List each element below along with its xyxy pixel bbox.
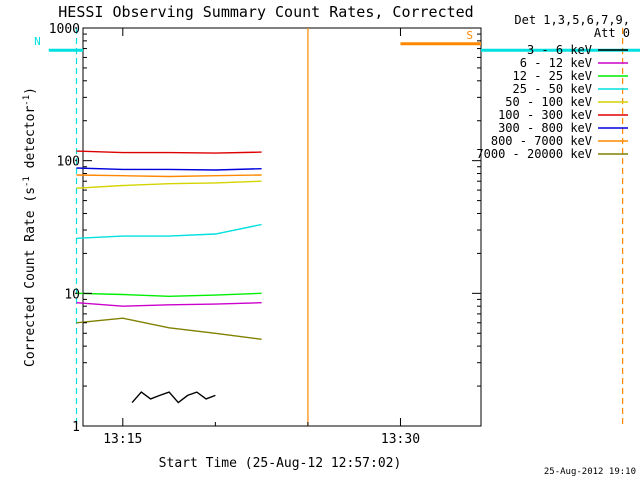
series-8-segment-0 xyxy=(76,317,262,340)
legend-entry-4: 50 - 100 keV xyxy=(505,95,592,109)
flag-label-1: S xyxy=(466,29,473,42)
x-tick-label-1: 13:15 xyxy=(103,432,142,447)
x-axis-label: Start Time (25-Aug-12 12:57:02) xyxy=(159,456,402,471)
y-axis-label: Corrected Count Rate (s-1 detector-1) xyxy=(22,87,38,367)
footer-timestamp: 25-Aug-2012 19:10 xyxy=(544,467,636,477)
legend-entry-7: 800 - 7000 keV xyxy=(491,134,592,148)
y-tick-label-0: 1 xyxy=(72,420,80,435)
series-2-segment-0 xyxy=(76,292,262,298)
legend-entry-5: 100 - 300 keV xyxy=(498,108,592,122)
chart-title: HESSI Observing Summary Count Rates, Cor… xyxy=(58,3,473,21)
vlines xyxy=(75,28,624,426)
series-3-segment-0 xyxy=(76,223,262,239)
legend-entry-0: 3 - 6 keV xyxy=(527,43,592,57)
series-6-segment-0 xyxy=(76,167,262,171)
plot-frame xyxy=(82,27,482,427)
ticks: 13:0013:1513:3013:4514:0014:1514:3011010… xyxy=(49,22,481,447)
y-axis-label-sup1: -1 xyxy=(22,176,32,187)
series-1-segment-0 xyxy=(76,302,262,307)
series-7-segment-0 xyxy=(76,174,262,178)
y-axis-label-main: Corrected Count Rate (s xyxy=(23,187,38,367)
y-tick-label-1: 10 xyxy=(64,287,80,302)
y-tick-label-3: 1000 xyxy=(49,22,80,37)
y-tick-label-2: 100 xyxy=(57,155,80,170)
y-axis-label-end: ) xyxy=(23,87,38,95)
series-0-segment-0 xyxy=(131,391,216,404)
legend-entry-2: 12 - 25 keV xyxy=(513,69,592,83)
legend-header-2: Att 0 xyxy=(594,26,630,40)
legend-entry-6: 300 - 800 keV xyxy=(498,121,592,135)
legend-entry-8: 7000 - 20000 keV xyxy=(476,147,592,161)
legend-header-1: Det 1,3,5,6,7,9, xyxy=(514,13,630,27)
series-5-segment-0 xyxy=(76,150,262,154)
y-axis-label-sup2: -1 xyxy=(22,95,32,106)
y-axis-label-mid: detector xyxy=(23,106,38,177)
series xyxy=(76,150,262,404)
flag-label-0: N xyxy=(34,35,41,48)
legend-entry-1: 6 - 12 keV xyxy=(520,56,592,70)
series-4-segment-0 xyxy=(76,180,262,189)
x-tick-label-2: 13:30 xyxy=(381,432,420,447)
legend-entry-3: 25 - 50 keV xyxy=(513,82,592,96)
